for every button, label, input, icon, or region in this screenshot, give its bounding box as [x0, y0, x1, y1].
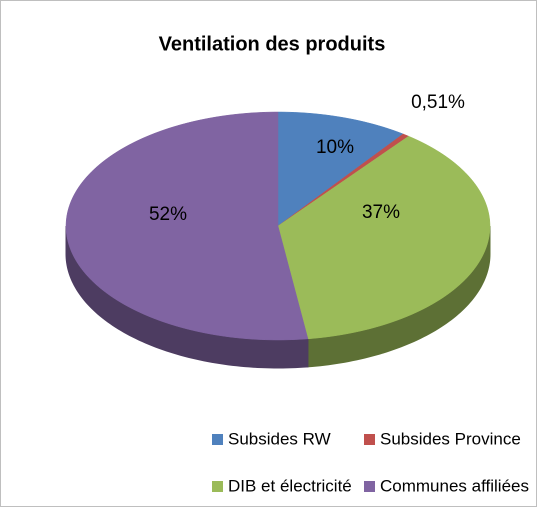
legend-label: Subsides RW: [228, 429, 331, 448]
pie-slice: [277, 111, 404, 227]
data-label: 0,51%: [411, 92, 465, 113]
legend-swatch: [364, 481, 375, 492]
pie-slice: [277, 135, 491, 340]
data-label: 10%: [316, 137, 354, 158]
chart-title: Ventilation des produits: [159, 33, 386, 55]
pie-slice: [65, 111, 309, 341]
legend-label: Subsides Province: [380, 429, 521, 448]
data-label: 52%: [149, 204, 187, 225]
legend-swatch: [212, 434, 223, 445]
legend-label: DIB et électricité: [228, 476, 352, 495]
data-label: 37%: [362, 202, 400, 223]
legend-swatch: [212, 481, 223, 492]
legend-swatch: [364, 434, 375, 445]
legend-label: Communes affiliées: [380, 476, 529, 495]
